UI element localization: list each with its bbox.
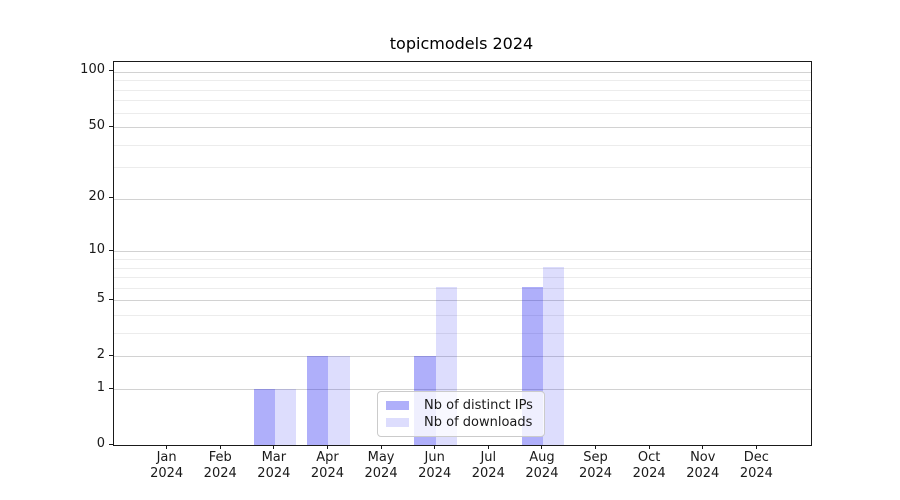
x-axis-tick (755, 445, 757, 450)
y-tick-label: 100 (80, 62, 105, 78)
x-tick-label: Apr 2024 (310, 450, 344, 482)
legend-label-downloads: Nb of downloads (424, 415, 533, 430)
x-axis-tick (219, 445, 221, 450)
y-tick-label: 20 (88, 189, 105, 205)
minor-gridline (114, 144, 811, 146)
bar (542, 267, 565, 445)
y-axis-tick (109, 249, 113, 251)
plot-area (113, 61, 812, 446)
legend-item-distinct-ips: Nb of distinct IPs (386, 398, 536, 414)
y-axis-tick (109, 70, 113, 72)
x-tick-label: Dec 2024 (739, 450, 773, 482)
bar (307, 356, 329, 445)
minor-gridline (114, 167, 811, 169)
minor-gridline (114, 100, 811, 102)
legend-label-distinct-ips: Nb of distinct IPs (424, 398, 533, 413)
major-gridline (114, 251, 811, 253)
y-tick-label: 2 (96, 346, 105, 362)
x-axis-tick (380, 445, 382, 450)
y-tick-label: 1 (96, 379, 105, 395)
minor-gridline (114, 333, 811, 335)
major-gridline (114, 300, 811, 302)
x-tick-label: Feb 2024 (203, 450, 237, 482)
y-tick-label: 5 (96, 290, 105, 306)
legend-item-downloads: Nb of downloads (386, 415, 536, 431)
x-axis-tick (595, 445, 597, 450)
minor-gridline (114, 287, 811, 289)
x-axis-tick (541, 445, 543, 450)
minor-gridline (114, 267, 811, 269)
x-tick-label: Sep 2024 (578, 450, 613, 482)
x-tick-label: Mar 2024 (257, 450, 291, 482)
major-gridline (114, 198, 811, 200)
legend-swatch-downloads-icon (386, 418, 409, 427)
minor-gridline (114, 89, 811, 91)
x-axis-tick (434, 445, 436, 450)
bar (274, 388, 297, 445)
minor-gridline (114, 259, 811, 260)
major-gridline (114, 389, 811, 391)
x-axis-tick (648, 445, 650, 450)
x-tick-label: Oct 2024 (632, 450, 666, 482)
x-tick-label: Jan 2024 (150, 450, 184, 482)
minor-gridline (114, 277, 811, 279)
legend: Nb of distinct IPs Nb of downloads (377, 391, 545, 437)
bar (328, 356, 350, 445)
chart-title: topicmodels 2024 (389, 34, 534, 53)
minor-gridline (114, 80, 811, 82)
minor-gridline (114, 315, 811, 317)
minor-gridline (114, 112, 811, 114)
y-axis-tick (109, 125, 113, 127)
y-tick-label: 0 (96, 435, 105, 451)
y-axis-tick (109, 387, 113, 389)
y-tick-label: 50 (88, 117, 105, 133)
x-tick-label: May 2024 (364, 450, 398, 482)
x-tick-label: Nov 2024 (686, 450, 720, 482)
bar (253, 388, 275, 445)
y-axis-tick (109, 197, 113, 199)
x-tick-label: Aug 2024 (525, 450, 559, 482)
x-tick-label: Jun 2024 (418, 450, 452, 482)
x-axis-tick (487, 445, 489, 450)
x-axis-tick (702, 445, 704, 450)
y-axis-tick (109, 354, 113, 356)
x-axis-tick (326, 445, 328, 450)
x-axis-tick (273, 445, 275, 450)
major-gridline (114, 356, 811, 358)
x-tick-label: Jul 2024 (471, 450, 505, 482)
x-axis-tick (166, 445, 168, 450)
y-axis-tick (109, 443, 113, 445)
major-gridline (114, 127, 811, 129)
legend-swatch-distinct-ips-icon (386, 401, 409, 410)
major-gridline (114, 71, 811, 73)
y-axis-tick (109, 298, 113, 300)
y-tick-label: 10 (88, 241, 105, 257)
